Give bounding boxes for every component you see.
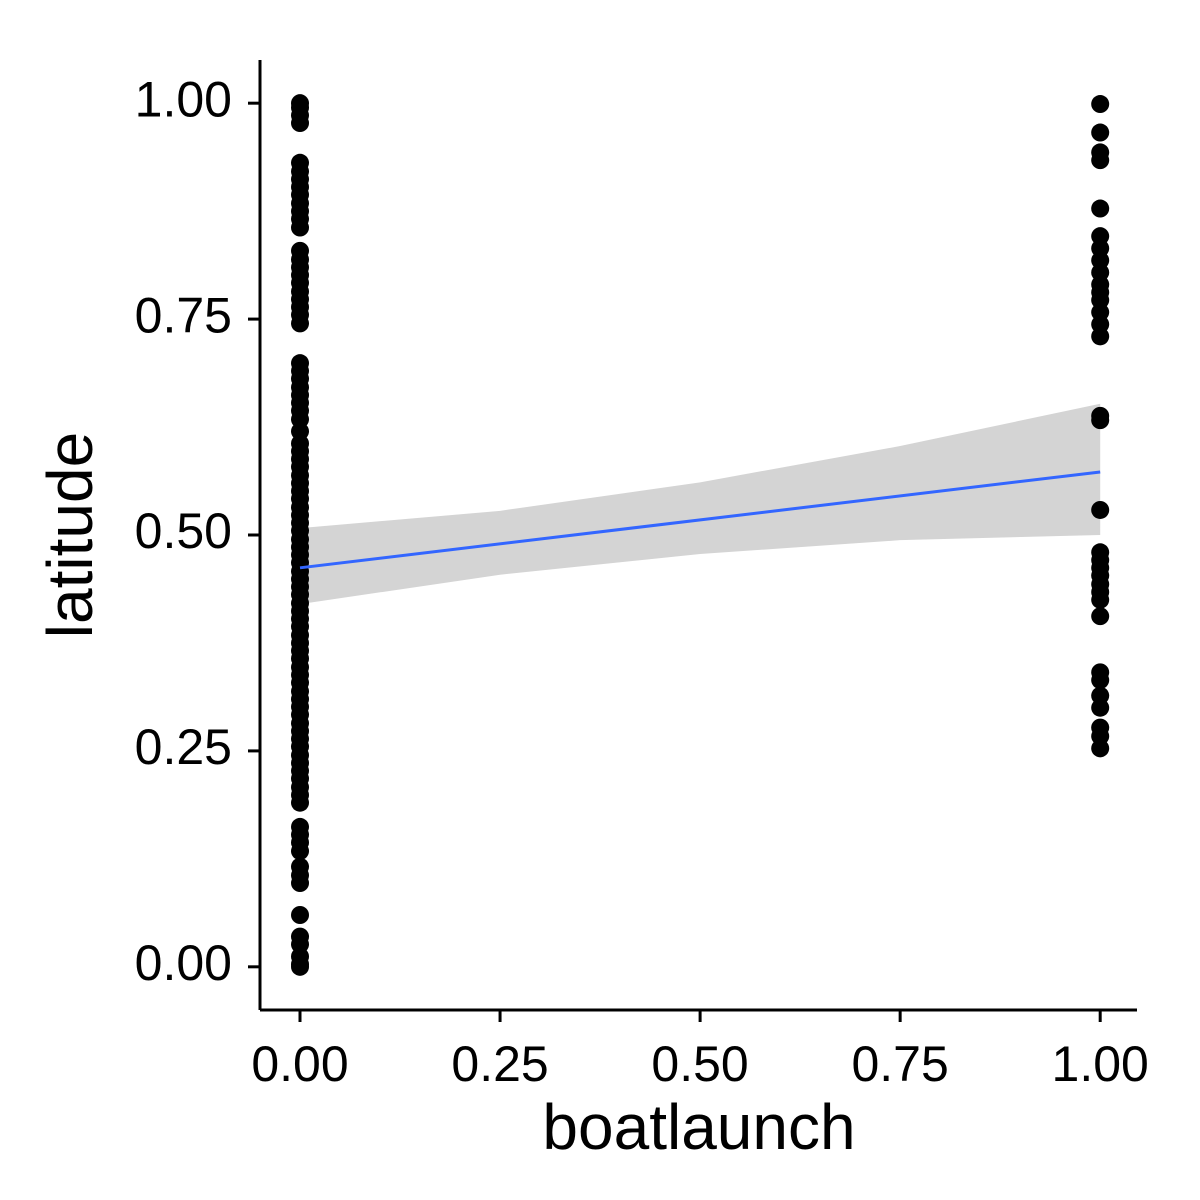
x-tick-label: 0.50 bbox=[651, 1036, 748, 1092]
point bbox=[1091, 607, 1110, 626]
point bbox=[1091, 411, 1110, 430]
point bbox=[1091, 590, 1110, 609]
point bbox=[1091, 698, 1110, 717]
point bbox=[291, 114, 310, 133]
point bbox=[1091, 327, 1110, 346]
point bbox=[1091, 151, 1110, 170]
x-axis-title: boatlaunch bbox=[542, 1091, 855, 1163]
point bbox=[291, 793, 310, 812]
confidence-band bbox=[300, 403, 1101, 605]
y-tick-label: 0.50 bbox=[135, 503, 232, 559]
x-tick-label: 1.00 bbox=[1052, 1036, 1149, 1092]
point bbox=[1091, 671, 1110, 690]
point bbox=[291, 957, 310, 976]
y-tick-label: 0.75 bbox=[135, 287, 232, 343]
x-tick-label: 0.00 bbox=[251, 1036, 348, 1092]
point bbox=[1091, 95, 1110, 114]
y-tick-label: 0.25 bbox=[135, 719, 232, 775]
y-tick-label: 0.00 bbox=[135, 935, 232, 991]
point bbox=[1091, 739, 1110, 758]
point bbox=[1091, 500, 1110, 519]
point bbox=[291, 906, 310, 924]
point bbox=[291, 218, 310, 237]
x-tick-label: 0.25 bbox=[451, 1036, 548, 1092]
point bbox=[1091, 199, 1110, 218]
fit-line bbox=[299, 470, 1101, 570]
point bbox=[1091, 123, 1110, 142]
point bbox=[291, 874, 310, 893]
point bbox=[291, 842, 310, 861]
y-tick-label: 1.00 bbox=[135, 71, 232, 127]
x-tick-label: 0.75 bbox=[851, 1036, 948, 1092]
y-axis-title: latitude bbox=[34, 432, 106, 638]
point bbox=[291, 314, 310, 333]
